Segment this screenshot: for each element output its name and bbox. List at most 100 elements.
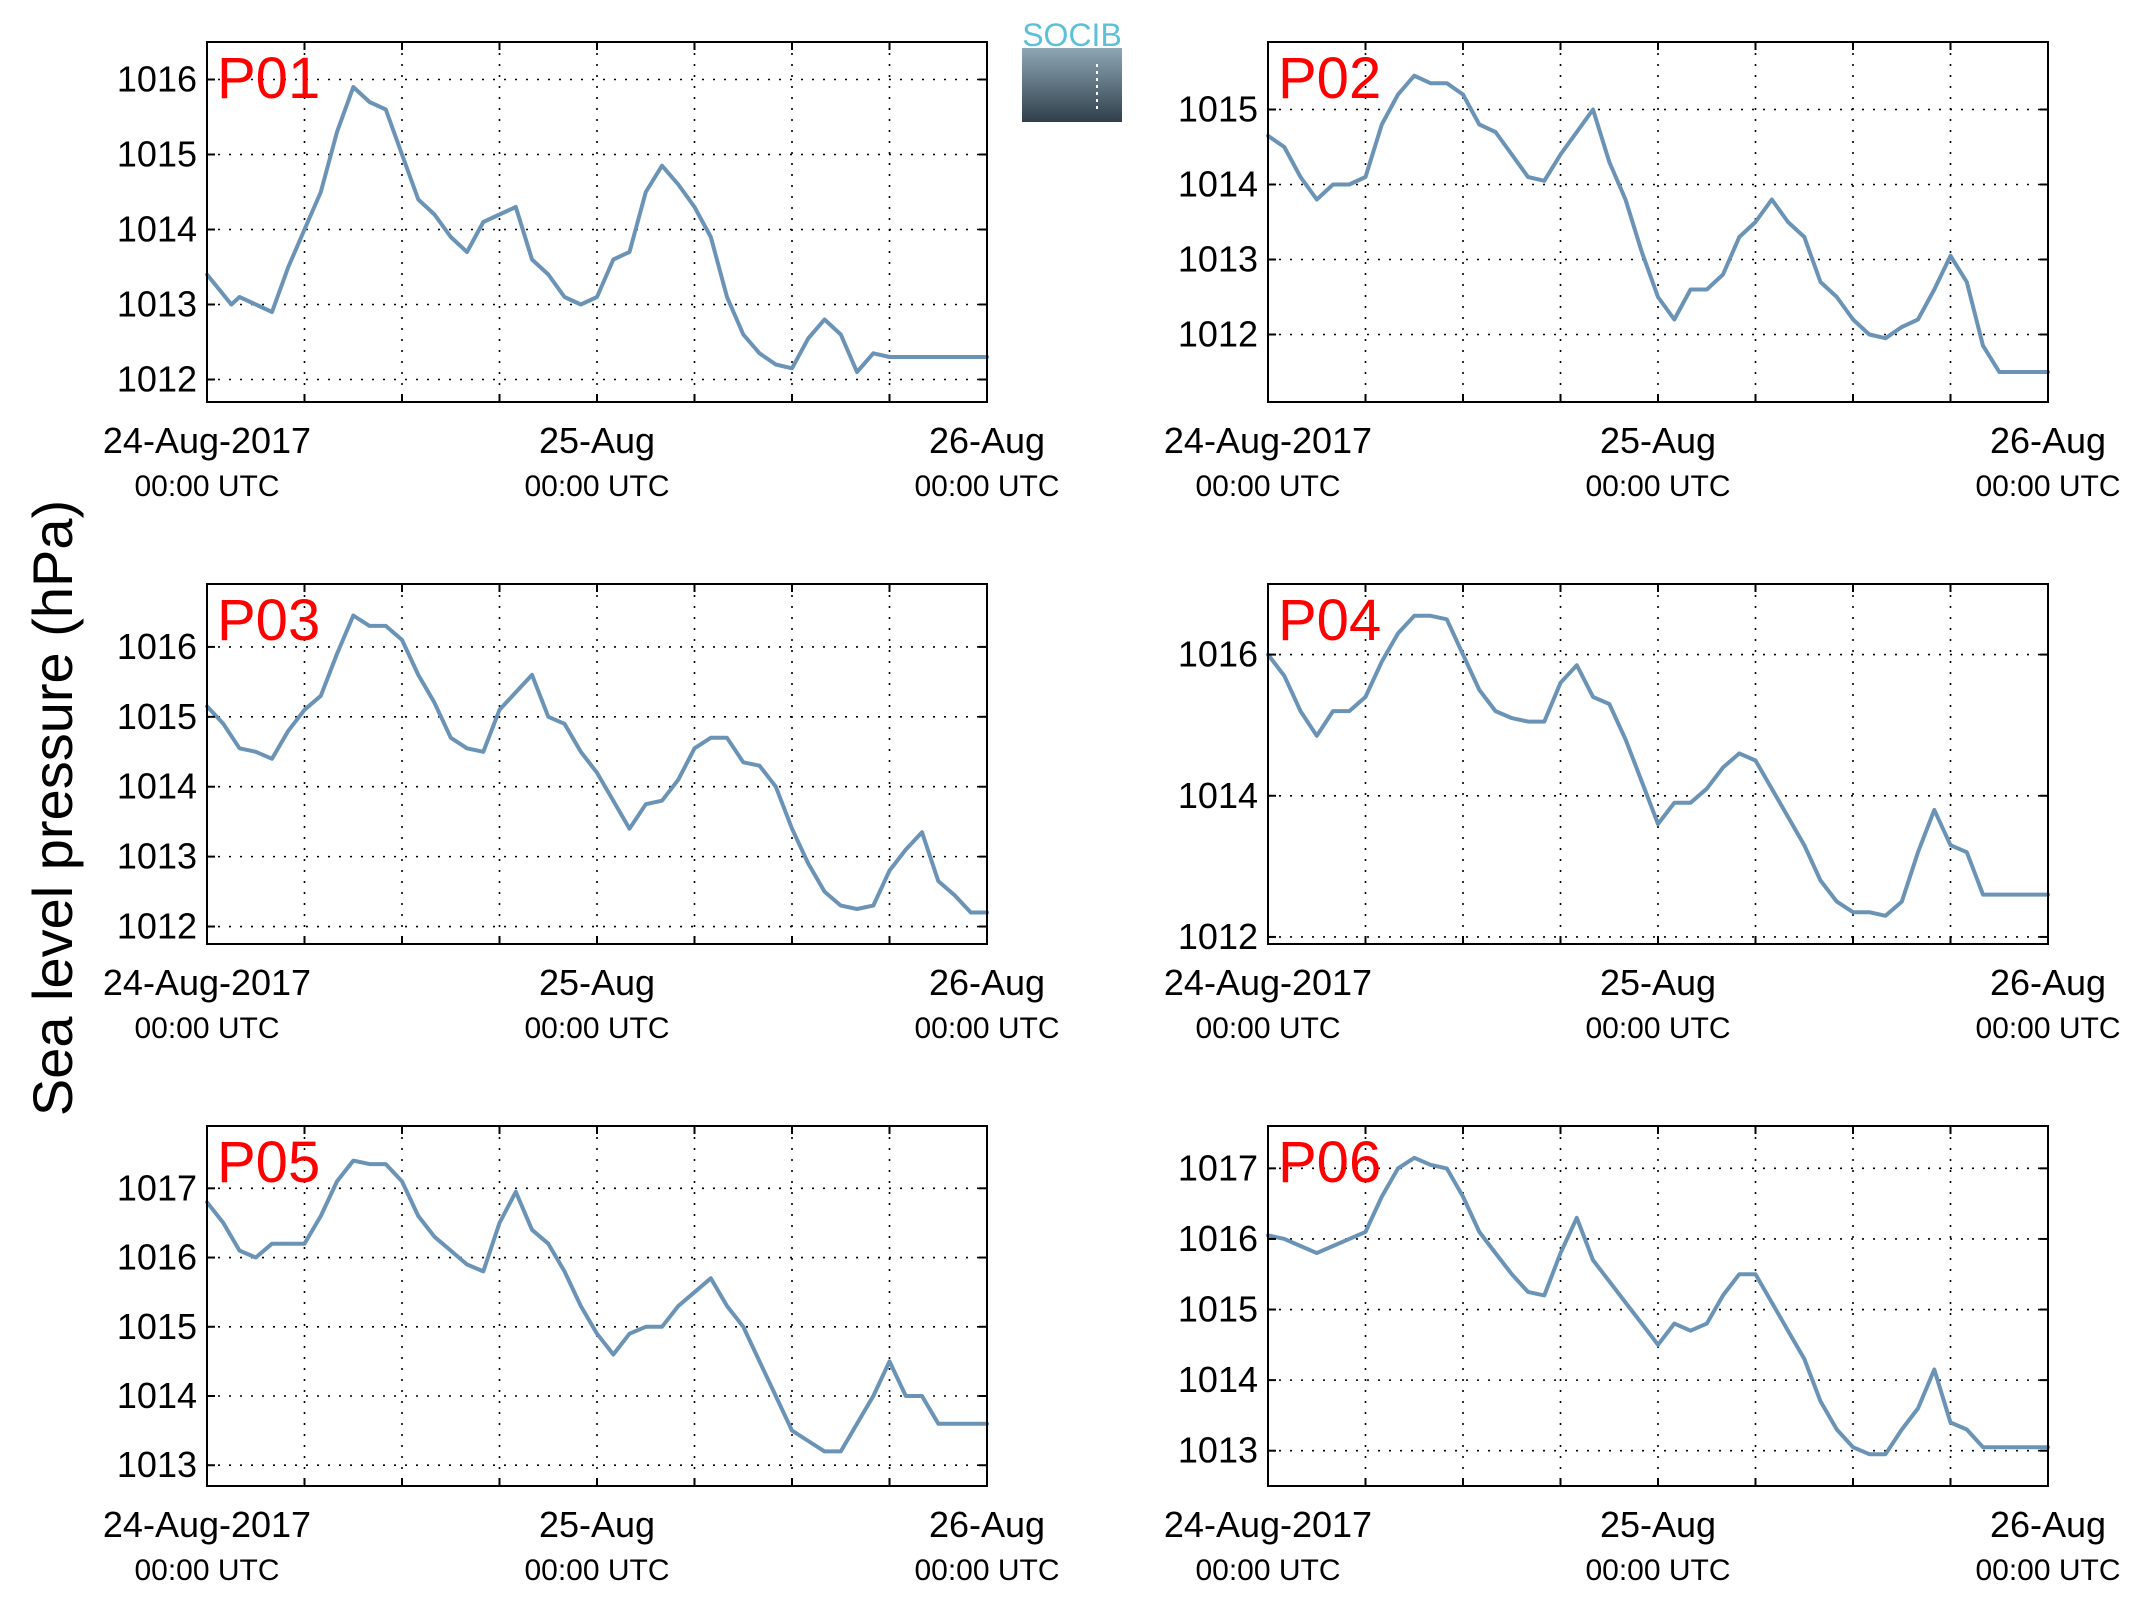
x-tick-sublabel: 00:00 UTC <box>1195 470 1340 503</box>
data-point <box>1608 1280 1611 1283</box>
data-point <box>904 1395 907 1397</box>
plot-frame <box>1267 1125 2049 1487</box>
data-point <box>1462 1195 1464 1198</box>
data-point <box>1559 1252 1562 1254</box>
x-tick-label: 26-Aug <box>1990 420 2106 461</box>
data-point <box>230 303 233 306</box>
data-point <box>238 747 241 750</box>
data-point <box>1754 1273 1757 1276</box>
data-point <box>1754 221 1757 223</box>
x-tick-sublabel: 00:00 UTC <box>134 1554 279 1587</box>
data-point <box>758 352 761 355</box>
data-point <box>254 1256 257 1259</box>
data-point <box>856 908 858 910</box>
data-point <box>1429 82 1432 85</box>
data-point <box>1657 296 1659 298</box>
data-point <box>384 108 387 111</box>
data-point <box>2030 1446 2033 1448</box>
data-point <box>1527 1291 1529 1293</box>
data-point <box>1657 1344 1659 1346</box>
data-point <box>1982 893 1984 896</box>
data-point <box>401 1180 403 1183</box>
data-point <box>774 785 777 788</box>
data-point <box>693 206 696 208</box>
data-point <box>709 736 712 739</box>
data-point <box>758 1360 761 1363</box>
data-point <box>1380 660 1383 663</box>
data-point <box>709 1277 712 1280</box>
data-point <box>921 356 923 358</box>
data-point <box>1608 703 1611 705</box>
data-point <box>1900 326 1903 328</box>
x-tick-sublabel: 00:00 UTC <box>1975 1012 2120 1045</box>
data-point <box>839 333 842 336</box>
data-point <box>612 258 615 261</box>
data-point <box>514 691 517 694</box>
data-point <box>1917 1407 1919 1410</box>
x-tick-label: 24-Aug-2017 <box>103 962 311 1003</box>
data-point <box>612 799 615 802</box>
data-point <box>1445 82 1448 85</box>
x-tick-sublabel: 00:00 UTC <box>134 470 279 503</box>
data-point <box>1884 337 1887 340</box>
data-point <box>271 311 273 313</box>
data-point <box>1299 710 1302 712</box>
x-tick-sublabel: 00:00 UTC <box>1585 1012 1730 1045</box>
data-point <box>563 296 566 298</box>
data-point <box>1445 618 1448 621</box>
data-point <box>368 1163 371 1165</box>
data-point <box>1429 1164 1432 1166</box>
panel-p06: 1013 1014 1015 1016 1017 24-Aug-2017 00:00 UTC… <box>1164 1125 2121 1587</box>
y-tick-label: 1012 <box>117 906 197 947</box>
y-tick-label: 1012 <box>1178 916 1258 957</box>
data-point <box>1949 1421 1952 1424</box>
y-tick-label: 1013 <box>1178 239 1258 280</box>
data-point <box>1397 93 1399 96</box>
data-point <box>1462 653 1464 656</box>
data-point <box>1738 236 1741 238</box>
data-point <box>1982 1446 1984 1448</box>
panel-p01: 1012 1013 1014 1015 1016 24-Aug-2017 00:00 UTC… <box>103 41 1060 503</box>
y-tick-label: 1017 <box>1178 1147 1258 1188</box>
data-point <box>531 1229 533 1231</box>
data-point <box>401 153 403 156</box>
data-point <box>1803 236 1806 238</box>
data-point <box>791 1429 793 1432</box>
data-point <box>1494 131 1497 133</box>
data-point <box>921 1395 923 1397</box>
data-point <box>1835 296 1838 298</box>
data-point <box>1413 1156 1416 1159</box>
data-point <box>937 1422 940 1425</box>
x-tick-label: 24-Aug-2017 <box>1164 420 1372 461</box>
data-point <box>2014 371 2017 373</box>
data-point <box>579 303 582 306</box>
data-point <box>1868 911 1871 914</box>
panel-label: P03 <box>217 588 320 653</box>
data-point <box>482 750 485 753</box>
socib-logo-text: SOCIB <box>1022 17 1122 53</box>
data-point <box>466 1263 468 1266</box>
data-point <box>1494 710 1497 712</box>
data-point <box>531 258 533 261</box>
data-point <box>969 911 972 914</box>
y-tick-label: 1014 <box>117 766 197 807</box>
data-point <box>1673 1322 1676 1325</box>
data-point <box>1754 759 1757 762</box>
data-point <box>1998 1446 2001 1448</box>
data-point <box>969 356 972 358</box>
data-point <box>1770 198 1773 201</box>
data-point <box>1510 153 1513 156</box>
data-point <box>628 251 631 253</box>
data-point <box>1315 1252 1318 1254</box>
data-point <box>1608 161 1611 163</box>
data-point <box>1640 1322 1643 1325</box>
x-tick-label: 25-Aug <box>1600 420 1716 461</box>
data-point <box>1949 844 1952 846</box>
data-point <box>856 1422 858 1425</box>
data-point <box>1900 900 1903 903</box>
y-tick-label: 1015 <box>1178 89 1258 130</box>
data-point <box>1592 696 1594 698</box>
data-point <box>271 757 273 760</box>
data-point <box>531 674 533 676</box>
data-point <box>661 164 663 167</box>
